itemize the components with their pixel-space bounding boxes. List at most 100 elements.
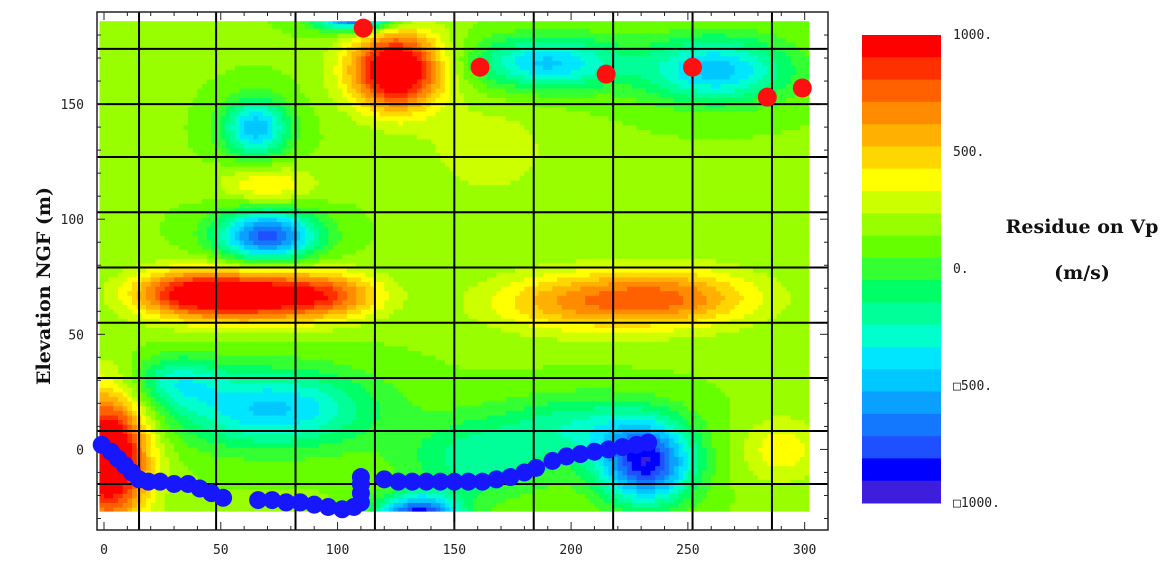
heatmap-cell bbox=[290, 69, 297, 75]
heatmap-cell bbox=[118, 170, 124, 177]
heatmap-cell bbox=[108, 272, 114, 278]
heatmap-cell bbox=[118, 493, 124, 499]
heatmap-cell bbox=[239, 355, 245, 361]
heatmap-cell bbox=[108, 295, 114, 301]
heatmap-cell bbox=[122, 345, 128, 352]
heatmap-cell bbox=[225, 304, 231, 310]
heatmap-cell bbox=[188, 506, 194, 512]
heatmap-cell bbox=[192, 166, 199, 172]
heatmap-cell bbox=[155, 55, 161, 61]
heatmap-cell bbox=[113, 60, 119, 66]
heatmap-cell bbox=[188, 134, 194, 140]
heatmap-cell bbox=[118, 276, 124, 282]
heatmap-cell bbox=[206, 64, 213, 71]
heatmap-cell bbox=[202, 92, 208, 98]
heatmap-cell bbox=[206, 401, 213, 407]
heatmap-cell bbox=[183, 138, 189, 144]
heatmap-cell bbox=[248, 433, 255, 439]
heatmap-cell bbox=[295, 115, 301, 121]
heatmap-cell bbox=[132, 249, 138, 255]
heatmap-cell bbox=[309, 313, 315, 319]
heatmap-cell bbox=[141, 97, 147, 103]
heatmap-cell bbox=[164, 41, 170, 48]
heatmap-cell bbox=[281, 129, 287, 135]
heatmap-cell bbox=[178, 221, 185, 227]
heatmap-cell bbox=[141, 120, 147, 126]
heatmap-cell bbox=[113, 51, 119, 57]
heatmap-cell bbox=[178, 230, 185, 236]
heatmap-cell bbox=[309, 106, 315, 112]
heatmap-cell bbox=[244, 355, 250, 361]
heatmap-cell bbox=[206, 134, 213, 140]
heatmap-cell bbox=[160, 23, 166, 29]
heatmap-cell bbox=[220, 359, 227, 365]
heatmap-cell bbox=[99, 364, 105, 370]
heatmap-cell bbox=[188, 235, 194, 241]
heatmap-cell bbox=[183, 322, 189, 329]
heatmap-cell bbox=[141, 152, 147, 158]
heatmap-cell bbox=[197, 253, 203, 259]
heatmap-cell bbox=[211, 313, 217, 319]
heatmap-cell bbox=[188, 180, 194, 186]
heatmap-cell bbox=[118, 272, 124, 278]
heatmap-cell bbox=[304, 276, 311, 282]
heatmap-cell bbox=[169, 322, 175, 329]
heatmap-cell bbox=[309, 97, 315, 103]
heatmap-cell bbox=[99, 60, 105, 66]
heatmap-cell bbox=[118, 350, 124, 356]
heatmap-cell bbox=[146, 502, 152, 508]
heatmap-cell bbox=[141, 497, 147, 503]
heatmap-cell bbox=[127, 69, 133, 75]
heatmap-cell bbox=[295, 166, 301, 172]
heatmap-cell bbox=[234, 391, 241, 398]
heatmap-cell bbox=[244, 258, 250, 264]
heatmap-cell bbox=[239, 460, 245, 467]
heatmap-cell bbox=[258, 203, 264, 209]
heatmap-cell bbox=[239, 502, 245, 508]
heatmap-cell bbox=[267, 184, 273, 190]
heatmap-cell bbox=[304, 97, 311, 103]
heatmap-cell bbox=[309, 134, 315, 140]
heatmap-cell bbox=[216, 258, 222, 264]
heatmap-cell bbox=[304, 437, 311, 444]
heatmap-cell bbox=[127, 355, 133, 361]
heatmap-cell bbox=[276, 304, 283, 310]
heatmap-cell bbox=[253, 281, 259, 287]
heatmap-cell bbox=[183, 230, 189, 236]
heatmap-cell bbox=[206, 378, 213, 384]
heatmap-cell bbox=[146, 285, 152, 292]
heatmap-cell bbox=[197, 78, 203, 84]
heatmap-cell bbox=[216, 166, 222, 172]
heatmap-cell bbox=[169, 28, 175, 34]
heatmap-cell bbox=[230, 198, 236, 204]
heatmap-cell bbox=[258, 308, 264, 315]
heatmap-cell bbox=[118, 341, 124, 347]
heatmap-cell bbox=[220, 175, 227, 181]
heatmap-cell bbox=[216, 318, 222, 324]
heatmap-cell bbox=[202, 249, 208, 255]
heatmap-cell bbox=[220, 21, 227, 25]
heatmap-cell bbox=[262, 157, 269, 163]
heatmap-cell bbox=[99, 147, 105, 154]
heatmap-cell bbox=[141, 378, 147, 384]
heatmap-cell bbox=[262, 258, 269, 264]
heatmap-cell bbox=[99, 221, 105, 227]
heatmap-cell bbox=[122, 322, 128, 329]
heatmap-cell bbox=[192, 221, 199, 227]
heatmap-cell bbox=[253, 184, 259, 190]
heatmap-cell bbox=[300, 322, 306, 329]
heatmap-cell bbox=[211, 244, 217, 250]
heatmap-cell bbox=[127, 157, 133, 163]
heatmap-cell bbox=[258, 387, 264, 393]
heatmap-cell bbox=[160, 497, 166, 503]
heatmap-cell bbox=[281, 69, 287, 75]
heatmap-cell bbox=[113, 281, 119, 287]
heatmap-cell bbox=[150, 308, 156, 315]
heatmap-cell bbox=[113, 299, 119, 305]
heatmap-cell bbox=[169, 138, 175, 144]
heatmap-cell bbox=[141, 249, 147, 255]
heatmap-cell bbox=[132, 281, 138, 287]
heatmap-cell bbox=[206, 87, 213, 94]
heatmap-cell bbox=[127, 235, 133, 241]
heatmap-cell bbox=[309, 41, 315, 48]
